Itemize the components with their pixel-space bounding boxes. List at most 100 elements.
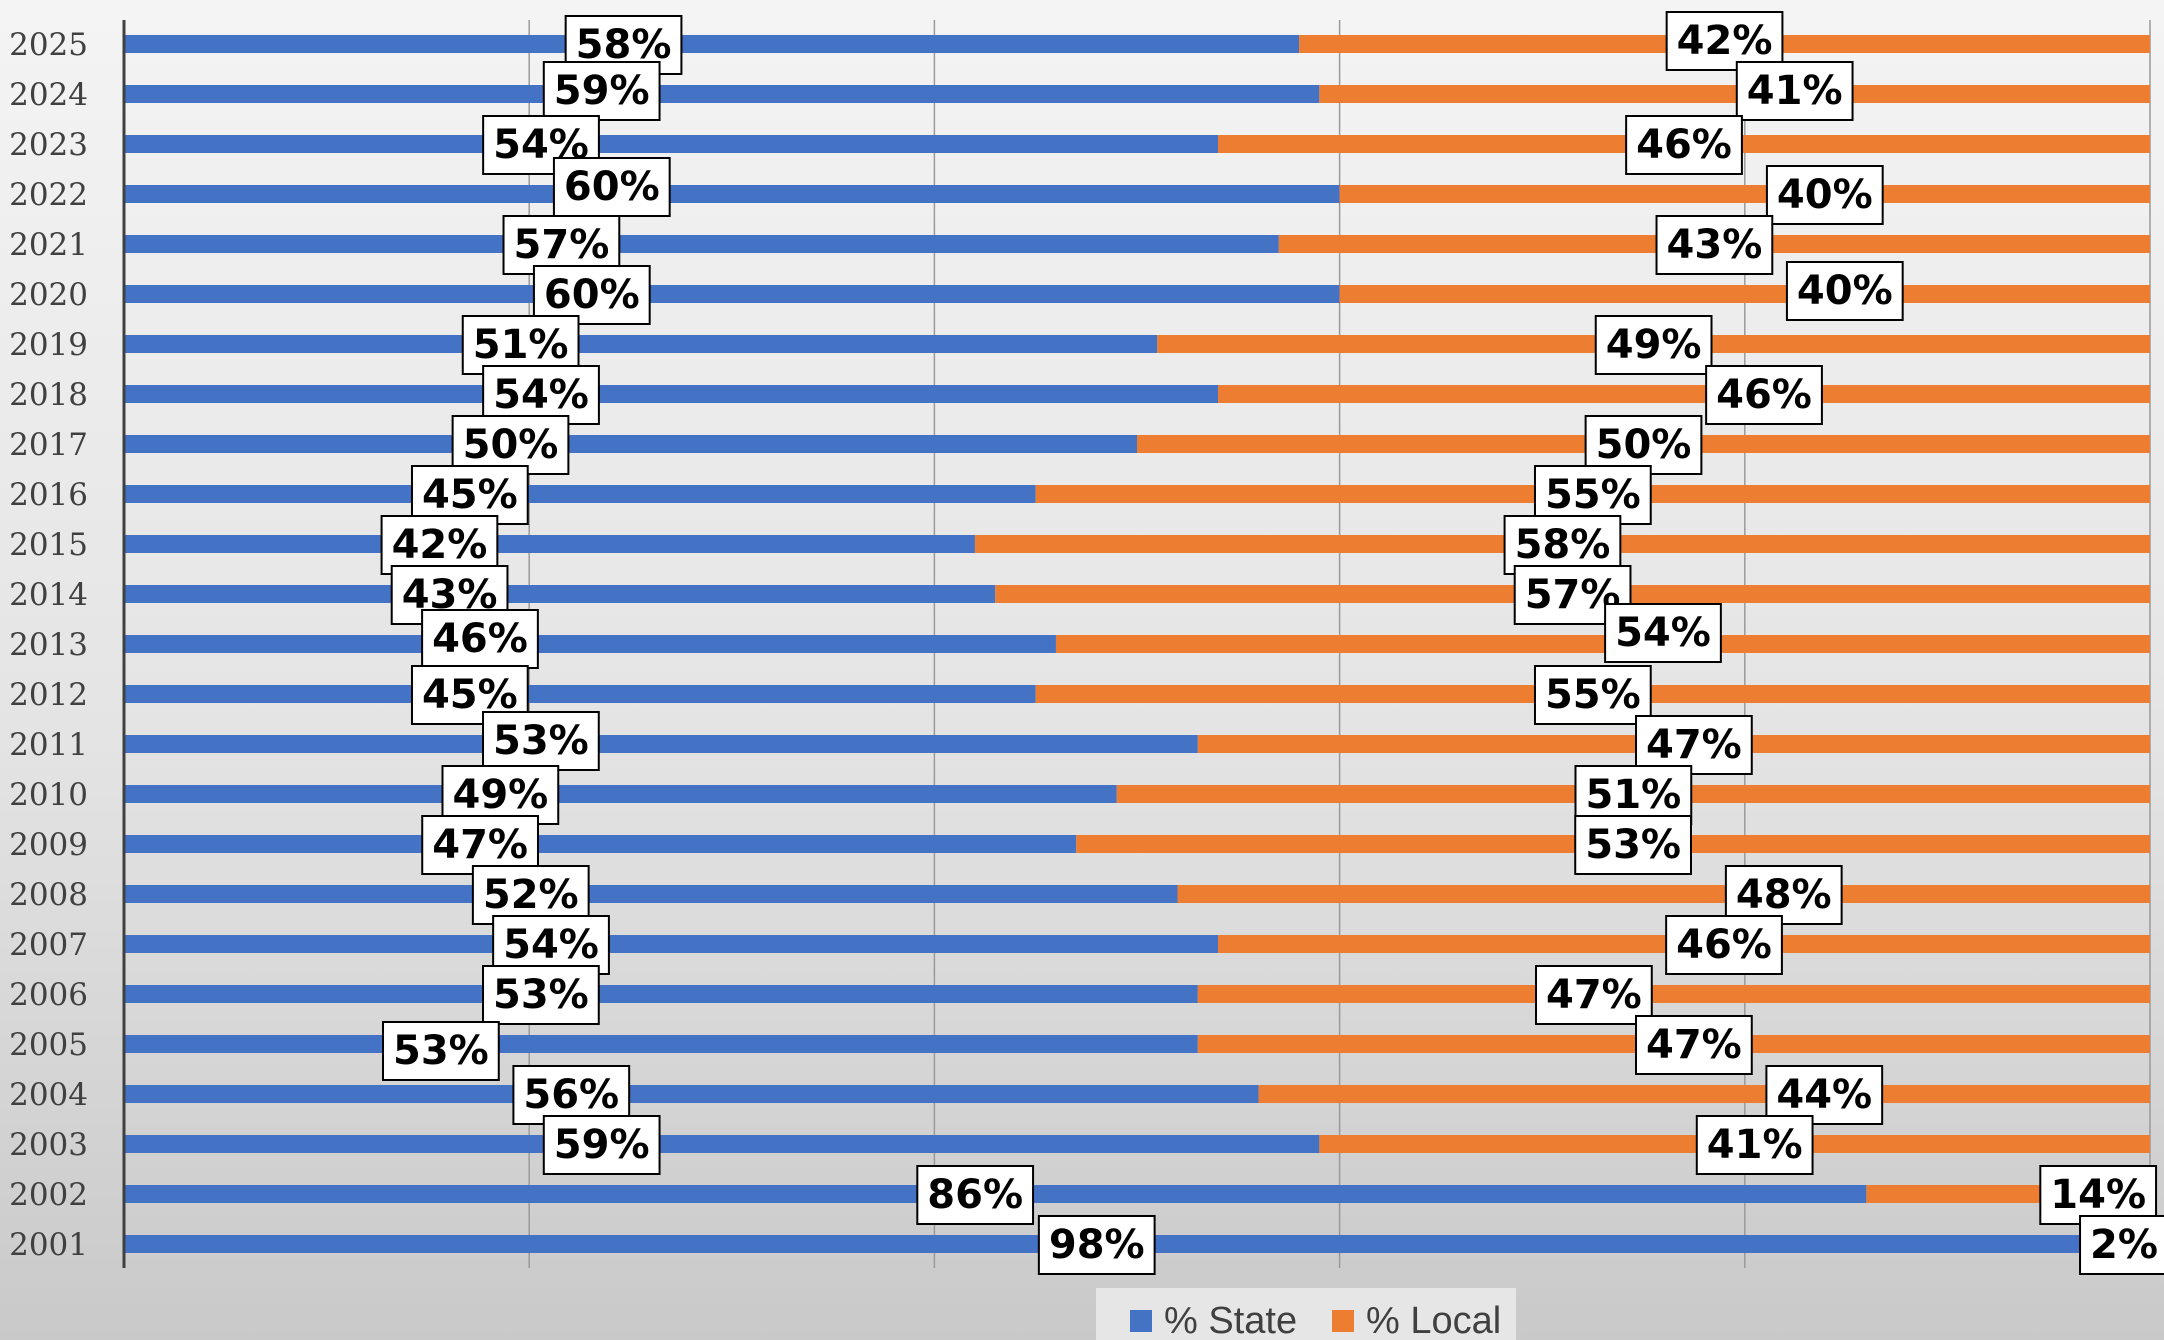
data-label-state-2010-box (441, 765, 560, 825)
data-label-state-2021-text: 57% (514, 222, 610, 268)
data-label-state-2005: 53% (382, 1021, 500, 1081)
data-label-state-2018: 54% (482, 365, 600, 425)
data-label-state-2021-box (502, 215, 621, 275)
bar-local-2022 (1339, 185, 2150, 203)
data-label-state-2002: 86% (916, 1165, 1035, 1225)
data-label-local-2003-text: 41% (1707, 1122, 1803, 1168)
data-label-state-2025-text: 58% (576, 22, 672, 68)
data-label-state-2016-text: 45% (422, 472, 518, 518)
data-label-state-2019-box (461, 315, 580, 375)
legend-item-state-label: % State (1164, 1300, 1297, 1340)
y-tick-label: 2018 (9, 377, 88, 413)
data-label-local-2021-box (1655, 215, 1774, 275)
bar-local-2024 (1319, 85, 2150, 103)
data-label-state-2019-text: 51% (473, 322, 569, 368)
data-label-state-2012-text: 45% (422, 672, 518, 718)
bar-local-2020 (1339, 285, 2150, 303)
y-tick-label: 2024 (9, 77, 88, 113)
y-tick-label: 2004 (9, 1077, 88, 1113)
data-label-state-2004: 56% (512, 1065, 631, 1125)
data-label-state-2011-text: 53% (493, 718, 589, 764)
bar-local-2018 (1218, 385, 2150, 403)
data-label-state-2007: 54% (492, 915, 610, 975)
data-label-local-2001: 2% (2079, 1215, 2164, 1275)
data-label-local-2025-box (1665, 11, 1784, 71)
data-label-local-2022: 40% (1765, 165, 1884, 225)
legend-item-local-swatch (1332, 1310, 1354, 1332)
bar-state-2020 (124, 285, 1340, 303)
y-tick-label: 2015 (9, 527, 88, 563)
y-tick-label: 2011 (9, 727, 88, 763)
bar-state-2009 (124, 835, 1077, 853)
data-label-state-2011: 53% (482, 711, 600, 771)
bar-state-2019 (124, 335, 1158, 353)
y-tick-label: 2014 (9, 577, 88, 613)
data-label-local-2018: 46% (1705, 365, 1823, 425)
y-tick-label: 2023 (9, 127, 88, 163)
data-label-state-2003: 59% (542, 1115, 661, 1175)
data-label-local-2002-text: 14% (2050, 1172, 2146, 1218)
data-label-local-2009-text: 53% (1585, 822, 1681, 868)
data-label-local-2006-box (1535, 965, 1653, 1025)
data-label-state-2003-box (542, 1115, 661, 1175)
y-tick-label: 2025 (9, 27, 88, 63)
y-tick-label: 2003 (9, 1127, 88, 1163)
data-label-state-2001: 98% (1037, 1215, 1156, 1275)
y-tick-label: 2006 (9, 977, 88, 1013)
bar-state-2013 (124, 635, 1056, 653)
data-label-state-2020-box (532, 265, 651, 325)
data-label-local-2017-box (1584, 415, 1703, 475)
data-label-state-2004-box (512, 1065, 631, 1125)
bar-state-2018 (124, 385, 1219, 403)
y-tick-labels: 2025 2024 2023 2022 2021 2020 2019 2018 2017 2016… (9, 27, 88, 1263)
y-tick-label: 2001 (9, 1227, 88, 1263)
data-label-state-2002-box (916, 1165, 1035, 1225)
data-label-local-2008-text: 48% (1736, 872, 1832, 918)
data-label-local-2013-box (1604, 603, 1722, 663)
bar-state-2014 (124, 585, 996, 603)
y-tick-label: 2021 (9, 227, 88, 263)
data-label-local-2005-text: 47% (1646, 1022, 1742, 1068)
data-label-state-2022-text: 60% (564, 164, 660, 210)
data-label-local-2016-box (1533, 465, 1652, 525)
legend-background (1096, 1288, 1516, 1340)
data-label-local-2006: 47% (1535, 965, 1653, 1025)
data-label-local-2021-text: 43% (1667, 222, 1763, 268)
bar-local-2008 (1177, 885, 2150, 903)
data-label-local-2002-box (2039, 1165, 2158, 1225)
bar-state-2004 (124, 1085, 1259, 1103)
bar-state-2024 (124, 85, 1320, 103)
data-label-local-2013-text: 54% (1615, 610, 1711, 656)
bar-local-2006 (1197, 985, 2150, 1003)
data-label-state-2017-box (451, 415, 570, 475)
data-label-local-2010-text: 51% (1585, 772, 1681, 818)
data-label-state-2024-box (542, 61, 661, 121)
data-label-state-2006-text: 53% (493, 972, 589, 1018)
y-tick-label: 2012 (9, 677, 88, 713)
data-label-local-2004: 44% (1765, 1065, 1884, 1125)
y-tick-label: 2009 (9, 827, 88, 863)
data-label-state-2004-text: 56% (523, 1072, 619, 1118)
data-label-state-2013: 46% (421, 609, 539, 669)
y-tick-label: 2002 (9, 1177, 88, 1213)
data-label-local-2022-text: 40% (1777, 172, 1873, 218)
data-label-local-2025-text: 42% (1677, 18, 1773, 64)
data-label-local-2013: 54% (1604, 603, 1722, 663)
data-label-state-2017: 50% (451, 415, 570, 475)
data-label-local-2010: 51% (1574, 765, 1693, 825)
legend-item-local-label: % Local (1366, 1300, 1501, 1340)
data-label-local-2016: 55% (1533, 465, 1652, 525)
y-tick-label: 2008 (9, 877, 88, 913)
data-label-local-2012: 55% (1533, 665, 1652, 725)
data-label-local-2006-text: 47% (1546, 972, 1642, 1018)
data-label-state-2025: 58% (564, 15, 683, 75)
data-label-local-2010-box (1574, 765, 1693, 825)
data-label-local-2024-text: 41% (1747, 68, 1843, 114)
data-label-local-2025: 42% (1665, 11, 1784, 71)
bar-local-2004 (1258, 1085, 2150, 1103)
data-label-local-2007-box (1665, 915, 1783, 975)
y-tick-label: 2007 (9, 927, 88, 963)
data-label-local-2015-text: 58% (1515, 522, 1611, 568)
y-tick-label: 2022 (9, 177, 88, 213)
data-label-state-2016: 45% (410, 465, 529, 525)
